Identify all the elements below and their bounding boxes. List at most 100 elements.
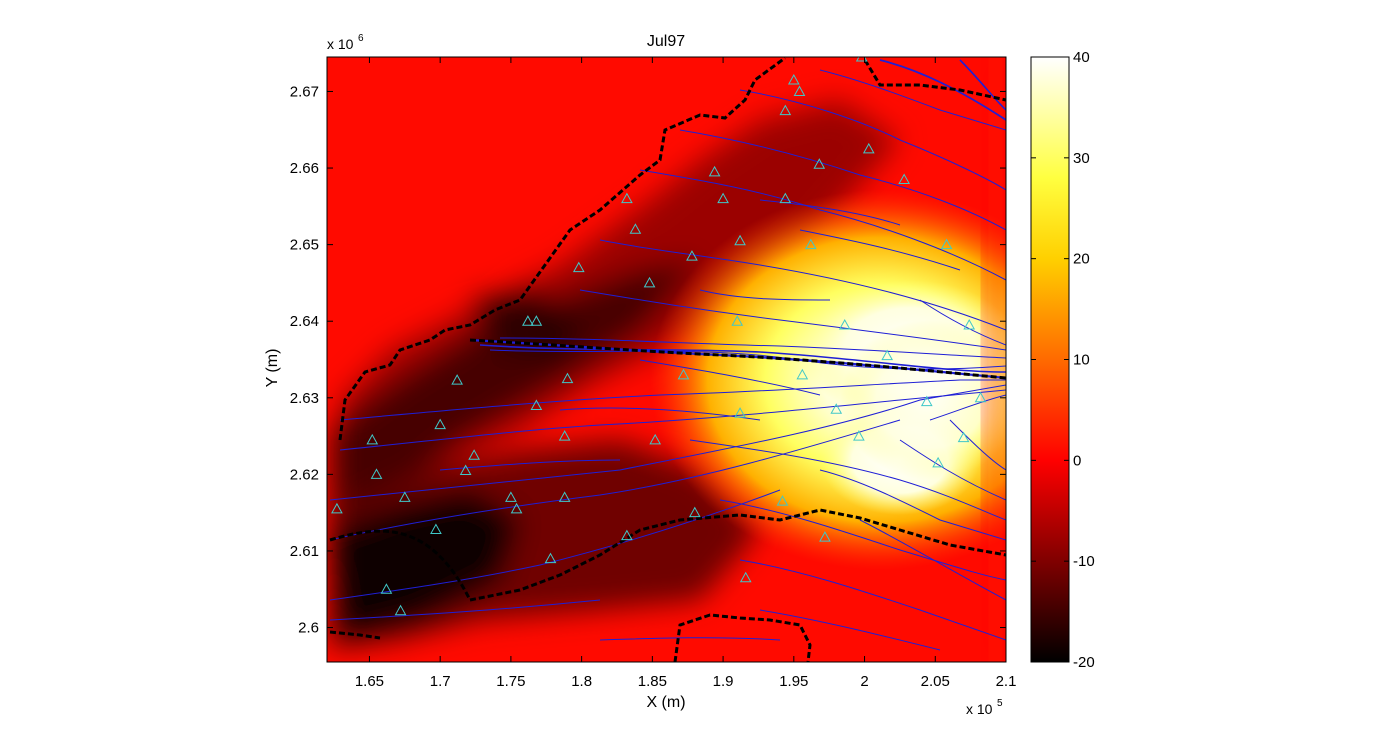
station-marker	[558, 491, 571, 502]
y-tick-label: 2.65	[290, 237, 319, 254]
x-axis-ticks: 1.65 1.7 1.75 1.8 1.85 1.9 1.95 2 2.05 2.1	[355, 57, 1017, 690]
station-marker	[394, 604, 407, 616]
x-tick-label: 2	[860, 673, 868, 690]
boundary-lines	[329, 57, 1006, 662]
y-tick-label: 2.63	[290, 390, 319, 407]
colorbar-tick-label: -20	[1073, 654, 1095, 671]
x-tick-label: 1.9	[713, 673, 734, 690]
y-multiplier-base: x 10	[327, 36, 354, 52]
x-tick-label: 1.8	[571, 673, 592, 690]
station-marker	[957, 431, 970, 443]
station-marker	[677, 368, 690, 380]
station-marker	[779, 192, 792, 204]
y-axis-label: Y (m)	[264, 349, 281, 388]
station-marker	[830, 403, 843, 414]
x-multiplier: x 10 5	[966, 698, 1003, 717]
x-tick-label: 1.95	[779, 673, 808, 690]
station-marker	[331, 502, 343, 514]
station-marker	[819, 531, 831, 542]
station-marker	[558, 430, 571, 441]
station-markers	[331, 57, 987, 616]
station-marker	[430, 523, 442, 535]
station-marker	[530, 315, 543, 326]
y-tick-label: 2.61	[290, 543, 319, 560]
station-marker	[813, 158, 826, 169]
colorbar-tick-label: 20	[1073, 251, 1090, 268]
station-marker	[451, 374, 463, 385]
colorbar-gradient	[1030, 56, 1070, 663]
station-marker	[898, 173, 910, 185]
station-marker	[974, 391, 987, 403]
station-marker	[708, 165, 721, 177]
x-tick-label: 1.7	[430, 673, 451, 690]
station-marker	[793, 85, 806, 96]
station-marker	[779, 104, 792, 116]
station-marker	[734, 234, 746, 246]
station-marker	[881, 349, 894, 361]
station-marker	[739, 571, 752, 583]
y-tick-label: 2.66	[290, 160, 319, 177]
x-multiplier-exponent: 5	[997, 698, 1003, 709]
y-multiplier-exponent: 6	[358, 33, 364, 44]
x-tick-label: 1.85	[638, 673, 667, 690]
station-marker	[920, 395, 933, 407]
station-marker	[963, 319, 976, 330]
station-marker	[572, 261, 585, 273]
station-marker	[838, 319, 851, 330]
station-marker	[459, 464, 472, 476]
x-tick-label: 2.05	[921, 673, 950, 690]
station-marker	[862, 142, 875, 154]
colorbar-tick-label: -10	[1073, 553, 1095, 570]
station-marker	[434, 418, 447, 430]
y-tick-label: 2.67	[290, 83, 319, 100]
station-marker	[688, 506, 701, 518]
station-marker	[370, 468, 383, 479]
x-tick-label: 1.75	[496, 673, 525, 690]
station-marker	[398, 491, 411, 502]
station-marker	[544, 552, 557, 564]
station-marker	[621, 529, 633, 541]
colorbar-tick-label: 30	[1073, 150, 1090, 167]
station-marker	[522, 315, 534, 326]
x-multiplier-base: x 10	[966, 701, 993, 717]
colorbar-tick-label: 0	[1073, 452, 1081, 469]
y-tick-label: 2.6	[298, 620, 319, 637]
x-tick-label: 2.1	[996, 673, 1017, 690]
colorbar: 40 30 20 10 0 -10 -20	[1030, 49, 1095, 671]
station-marker	[366, 433, 379, 445]
x-tick-label: 1.65	[355, 673, 384, 690]
station-marker	[621, 192, 633, 204]
y-tick-label: 2.64	[290, 313, 319, 330]
x-axis-label: X (m)	[646, 694, 685, 711]
station-marker	[734, 407, 746, 418]
plot-frame	[326, 56, 1007, 663]
station-marker	[649, 433, 662, 445]
colorbar-tick-label: 10	[1073, 352, 1090, 369]
y-axis-ticks: 2.6 2.61 2.62 2.63 2.64 2.65 2.66 2.67	[290, 83, 1006, 637]
station-marker	[932, 456, 944, 468]
station-marker	[510, 502, 523, 514]
station-marker	[731, 315, 744, 326]
station-marker	[940, 238, 953, 250]
station-marker	[380, 583, 393, 594]
station-marker	[686, 250, 698, 261]
station-marker	[468, 449, 480, 460]
station-marker	[629, 223, 642, 234]
y-multiplier: x 10 6	[327, 33, 364, 52]
station-marker	[796, 368, 809, 380]
station-marker	[530, 399, 543, 410]
station-marker	[643, 276, 656, 288]
station-marker	[853, 430, 865, 441]
chart-title: Jul97	[647, 33, 685, 50]
station-marker	[717, 192, 729, 204]
colorbar-tick-label: 40	[1073, 49, 1090, 66]
station-marker	[776, 495, 789, 506]
station-marker	[787, 73, 800, 85]
temperature-field	[327, 57, 1006, 662]
y-tick-label: 2.62	[290, 466, 319, 483]
colorbar-ticks: 40 30 20 10 0 -10 -20	[1031, 49, 1095, 671]
station-marker	[505, 491, 517, 502]
station-marker	[804, 238, 817, 250]
station-marker	[855, 57, 868, 62]
